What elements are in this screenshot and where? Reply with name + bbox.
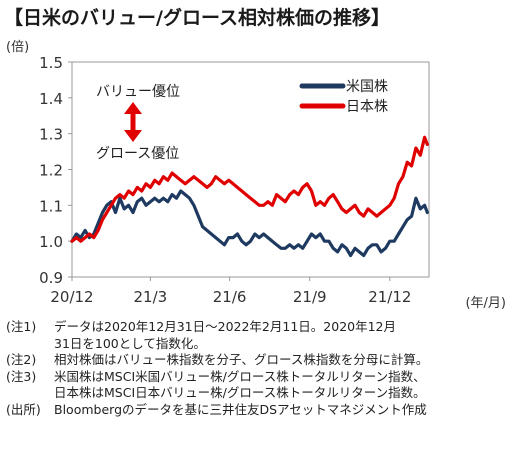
y-tick-label: 1.1 xyxy=(39,197,63,215)
note-3-label: (注3) xyxy=(6,368,37,384)
note-1-line-2: 31日を100として指数化。 xyxy=(54,335,206,351)
y-axis-label: (倍) xyxy=(6,40,29,55)
y-tick-label: 1.0 xyxy=(39,233,63,251)
note-2-line-1: 相対株価はバリュー株指数を分子、グロース株指数を分母に計算。 xyxy=(54,352,429,367)
note-1-line-1: データは2020年12月31日～2022年2月11日。2020年12月 xyxy=(54,319,397,334)
note-1-cont: 31日を100として指数化。 xyxy=(6,336,516,353)
annotation-growth-advantage: グロース優位 xyxy=(96,146,179,162)
note-3-cont: 日本株はMSCI日本バリュー株/グロース株トータルリターン指数。 xyxy=(6,385,516,402)
x-axis-label: (年/月) xyxy=(465,296,506,311)
chart-title: 【日米のバリュー/グロース相対株価の推移】 xyxy=(4,7,390,29)
x-tick-label: 21/3 xyxy=(134,288,168,306)
note-3-line-2: 日本株はMSCI日本バリュー株/グロース株トータルリターン指数。 xyxy=(54,385,426,400)
note-source-line-1: Bloombergのデータを基に三井住友DSアセットマネジメント作成 xyxy=(54,401,427,417)
line-chart: 0.9 1.0 1.1 1.2 1.3 1.4 1.5 (倍) 20/12 21/3 21/6 21/… xyxy=(6,40,506,311)
x-tick-label: 21/9 xyxy=(293,288,327,306)
series-line-japan xyxy=(70,135,429,243)
annotation-value-advantage: バリュー優位 xyxy=(96,84,180,100)
note-2-label: (注2) xyxy=(6,352,37,367)
note-source-label: (出所) xyxy=(6,401,41,417)
note-1: (注1) データは2020年12月31日～2022年2月11日。2020年12月 xyxy=(6,319,516,336)
note-2: (注2) 相対株価はバリュー株指数を分子、グロース株指数を分母に計算。 xyxy=(6,352,516,369)
legend-label-japan: 日本株 xyxy=(346,99,388,115)
series-line-us xyxy=(70,189,429,258)
x-tick-label: 21/6 xyxy=(213,288,247,306)
notes-block: (注1) データは2020年12月31日～2022年2月11日。2020年12月… xyxy=(6,319,516,418)
x-tick-label: 21/12 xyxy=(368,288,411,306)
y-tick-label: 1.3 xyxy=(39,126,63,144)
y-tick-label: 1.2 xyxy=(39,162,63,180)
annotation-arrow-down-head xyxy=(124,130,142,142)
y-tick-label: 0.9 xyxy=(39,269,63,287)
annotation-arrow-up-head xyxy=(124,102,142,114)
x-tick-label: 20/12 xyxy=(50,288,93,306)
note-3: (注3) 米国株はMSCI米国バリュー株/グロース株トータルリターン指数、 xyxy=(6,369,516,386)
note-source: (出所) Bloombergのデータを基に三井住友DSアセットマネジメント作成 xyxy=(6,402,516,419)
y-tick-label: 1.5 xyxy=(39,54,63,72)
note-1-label: (注1) xyxy=(6,319,37,334)
note-3-line-1: 米国株はMSCI米国バリュー株/グロース株トータルリターン指数、 xyxy=(54,368,426,384)
legend-label-us: 米国株 xyxy=(346,79,388,95)
y-tick-label: 1.4 xyxy=(39,90,63,108)
